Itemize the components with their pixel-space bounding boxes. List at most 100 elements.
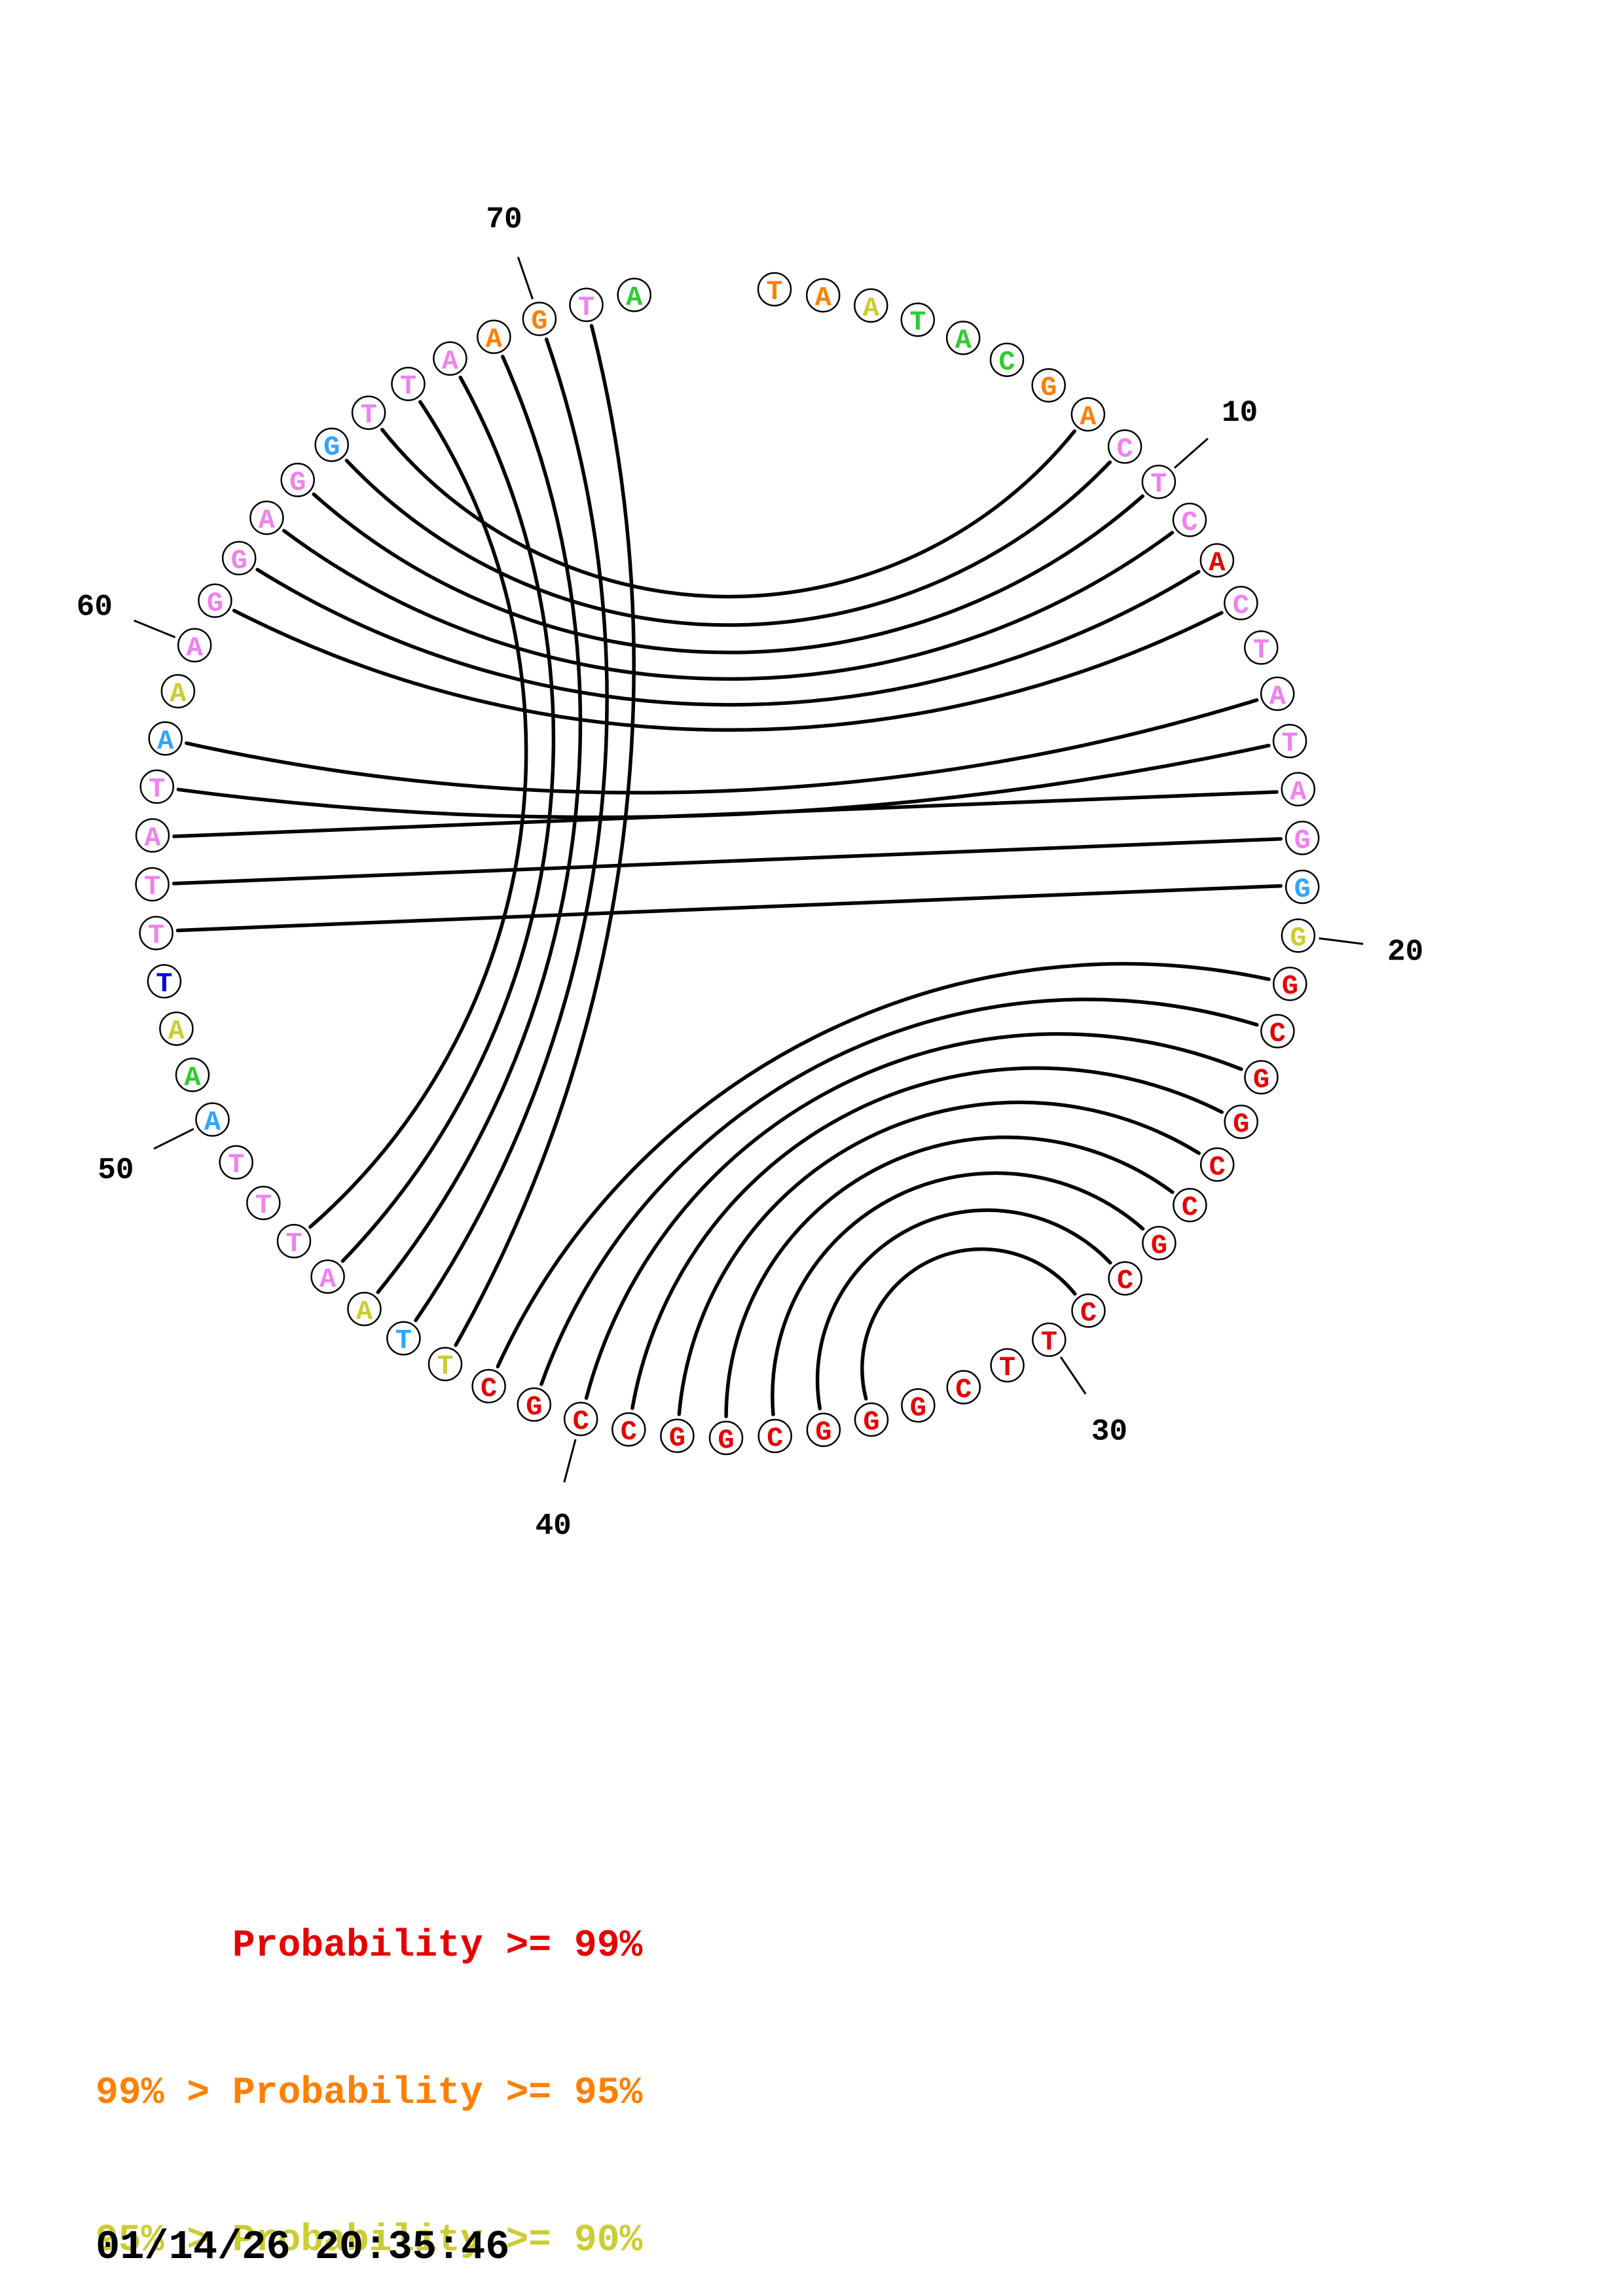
position-label: 20: [1387, 935, 1423, 969]
nucleotide-circle: [757, 1418, 792, 1454]
nucleotide-circle: [946, 1370, 981, 1405]
nucleotide-base: T: [285, 1228, 302, 1259]
nucleotide-base: C: [573, 1406, 589, 1437]
nucleotide-circle: [219, 1145, 253, 1180]
nucleotide-circle: [1272, 723, 1307, 759]
basepair-arc: [344, 458, 1112, 627]
nucleotide-circle: [660, 1418, 695, 1453]
nucleotide-circle: [617, 278, 651, 312]
nucleotide-circle: [195, 1102, 230, 1137]
nucleotide-circle: [347, 1291, 382, 1327]
nucleotide-base: C: [1117, 1265, 1133, 1297]
nucleotide-base: G: [1294, 874, 1311, 905]
nucleotide-circle: [563, 1401, 598, 1437]
nucleotide-circle: [1199, 543, 1235, 578]
nucleotide-circle: [522, 301, 557, 336]
nucleotide-circle: [249, 500, 284, 535]
nucleotide-circle: [1107, 429, 1142, 464]
nucleotide-circle: [471, 1369, 506, 1404]
nucleotide-base: T: [156, 968, 172, 999]
nucleotide-base: G: [526, 1391, 542, 1423]
basepair-arc: [282, 529, 1175, 681]
basepair-arc: [312, 492, 1144, 655]
nucleotide-circle: [276, 1224, 312, 1259]
nucleotide-base: A: [863, 293, 880, 324]
nucleotide-base: T: [1253, 634, 1269, 666]
nucleotide-base: A: [626, 282, 643, 314]
nucleotide-base: G: [669, 1423, 685, 1454]
nucleotide-circle: [1224, 1104, 1258, 1139]
nucleotide-circle: [1032, 1322, 1067, 1357]
nucleotide-circle: [1172, 503, 1207, 537]
probability-legend: Probability >= 99% 99% > Probability >= …: [96, 1823, 642, 2296]
position-label: 30: [1091, 1415, 1127, 1449]
basepair-arc: [176, 744, 1271, 819]
basepair-arc: [539, 997, 1259, 1386]
timestamp: 01/14/26 20:35:46: [96, 2224, 510, 2270]
nucleotide-circle: [989, 342, 1025, 377]
nucleotide-circle: [177, 628, 212, 663]
legend-row-90: 95% > Probability >= 90%: [96, 2219, 643, 2262]
nucleotide-base: A: [144, 822, 161, 853]
nucleotide-base: T: [400, 371, 416, 403]
position-label: 60: [77, 590, 113, 624]
nucleotide-circle: [139, 769, 174, 804]
nucleotide-base: A: [815, 282, 832, 314]
nucleotide-base: G: [1151, 1230, 1167, 1261]
nucleotide-circle: [1031, 368, 1066, 403]
position-tick: [153, 1128, 194, 1150]
position-tick: [517, 257, 534, 300]
basepair-arc: [172, 790, 1279, 838]
nucleotide-base: A: [204, 1107, 221, 1138]
basepair-arc: [630, 1066, 1224, 1410]
position-label: 70: [486, 202, 522, 236]
nucleotide-circle: [1285, 821, 1320, 855]
nucleotide-base: G: [1282, 971, 1298, 1002]
nucleotide-circle: [139, 916, 173, 950]
nucleotide-circle: [1224, 586, 1258, 620]
basepair-arc: [414, 337, 609, 1323]
nucleotide-circle: [1173, 1187, 1207, 1223]
nucleotide-base: C: [621, 1416, 637, 1448]
nucleotide-base: C: [1209, 1151, 1226, 1183]
basepair-arc: [308, 400, 528, 1229]
position-tick: [563, 1439, 577, 1483]
nucleotide-base: A: [1290, 776, 1307, 808]
nucleotide-base: G: [231, 545, 247, 577]
nucleotide-circle: [611, 1412, 646, 1447]
position-label: 50: [98, 1153, 134, 1187]
nucleotide-circle: [1260, 676, 1295, 711]
nucleotide-base: A: [1209, 547, 1226, 579]
nucleotide-circle: [805, 278, 841, 313]
nucleotide-base: A: [442, 346, 459, 377]
nucleotide-circle: [428, 1346, 463, 1382]
nucleotide-circle: [314, 427, 349, 462]
position-tick: [1319, 937, 1364, 945]
nucleotide-base: G: [815, 1417, 831, 1448]
nucleotide-base: A: [486, 324, 503, 355]
nucleotide-circle: [1108, 1261, 1142, 1296]
nucleotide-circle: [175, 1058, 210, 1092]
nucleotide-base: A: [1080, 401, 1097, 433]
nucleotide-base: C: [1269, 1018, 1286, 1050]
nucleotide-circle: [391, 367, 426, 401]
nucleotide-base: G: [910, 1392, 926, 1424]
nucleotide-circle: [246, 1185, 281, 1221]
basepair-arc: [172, 836, 1283, 886]
nucleotide-base: T: [228, 1149, 244, 1181]
nucleotide-circle: [569, 287, 604, 323]
nucleotide-base: A: [259, 505, 276, 536]
basepair-arc: [724, 1135, 1175, 1418]
basepair-arc: [454, 324, 636, 1348]
nucleotide-circle: [1141, 464, 1176, 499]
nucleotide-base: T: [144, 871, 160, 903]
nucleotide-circle: [148, 721, 183, 756]
basepair-arc: [376, 355, 583, 1295]
nucleotide-base: C: [1181, 507, 1197, 538]
nucleotide-base: T: [255, 1190, 272, 1221]
nucleotide-circle: [135, 867, 170, 902]
nucleotide-circle: [806, 1412, 841, 1447]
position-tick: [134, 619, 176, 639]
nucleotide-circle: [945, 320, 981, 355]
